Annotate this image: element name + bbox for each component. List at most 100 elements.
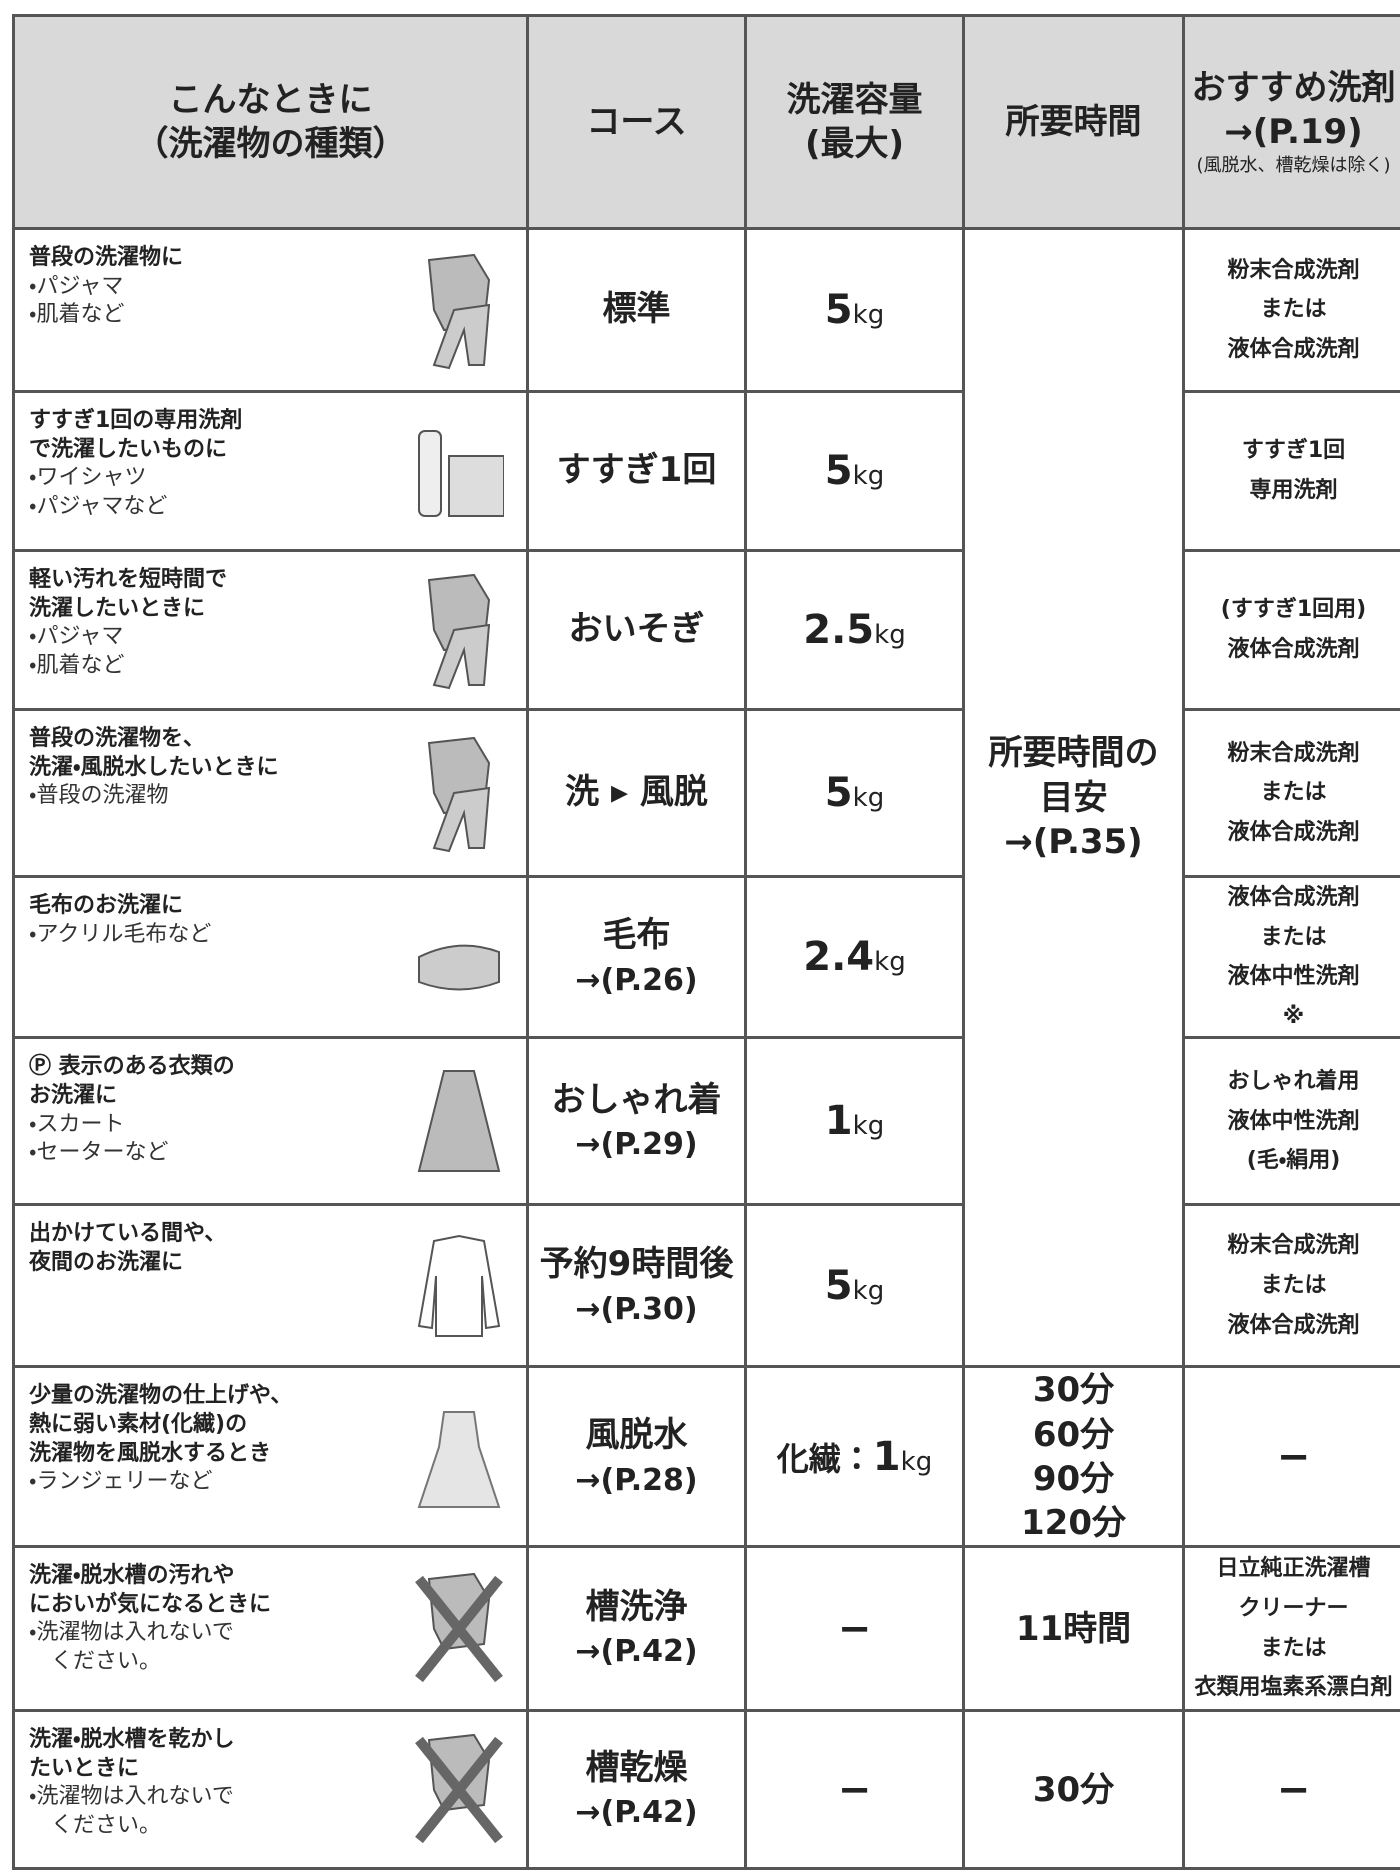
capacity-amount: 5 <box>825 448 853 494</box>
header-cell: 所要時間 <box>964 16 1184 229</box>
header-text: 洗濯容量 (最大) <box>787 80 923 164</box>
situation-cell: 軽い汚れを短時間で洗濯したいときに・パジャマ・肌着など <box>14 551 528 710</box>
capacity-cell: 2.5kg <box>746 551 964 710</box>
capacity-unit: kg <box>901 1447 933 1477</box>
capacity-amount: 1 <box>873 1434 901 1480</box>
time-cell: 所要時間の目安→(P.35) <box>964 229 1184 1367</box>
clothing-icon <box>414 1730 504 1850</box>
table-row: 洗濯・脱水槽の汚れやにおいが気になるときに・洗濯物は入れないで ください。槽洗浄… <box>14 1547 1400 1711</box>
table-row: Ⓟ 表示のある衣類のお洗濯に・スカート・セーターなどおしゃれ着→(P.29)1k… <box>14 1038 1400 1205</box>
detergent-text: または <box>1185 918 1400 958</box>
course-table: こんなときに （洗濯物の種類） コース 洗濯容量 (最大) 所要時間 おすすめ洗剤→(P… <box>12 14 1400 1870</box>
clothing-icon <box>414 1397 504 1517</box>
detergent-text: 日立純正洗濯槽 <box>1185 1549 1400 1589</box>
time-cell: 11時間 <box>964 1547 1184 1711</box>
detergent-text: 粉末合成洗剤 <box>1185 734 1400 774</box>
capacity-prefix: 化繊： <box>777 1440 873 1478</box>
course-text: 毛布 <box>529 912 744 960</box>
course-cell: 槽乾燥→(P.42) <box>528 1711 746 1869</box>
detergent-text: すすぎ1回 <box>1185 431 1400 471</box>
header-cell: おすすめ洗剤→(P.19)(風脱水、槽乾燥は除く) <box>1184 16 1400 229</box>
detergent-text: 液体合成洗剤 <box>1185 330 1400 370</box>
capacity-unit: kg <box>853 461 885 491</box>
table-row: 洗濯・脱水槽を乾かしたいときに・洗濯物は入れないで ください。槽乾燥→(P.42… <box>14 1711 1400 1869</box>
capacity-unit: kg <box>874 947 906 977</box>
time-text: 30分 <box>965 1368 1182 1412</box>
detergent-text: 液体合成洗剤 <box>1185 630 1400 670</box>
detergent-text: 液体合成洗剤 <box>1185 1306 1400 1346</box>
header-cell: 洗濯容量 (最大) <box>746 16 964 229</box>
capacity-amount: 2.4 <box>803 934 874 980</box>
clothing-icon <box>414 570 504 690</box>
course-text: →(P.42) <box>529 1792 744 1834</box>
capacity-cell: − <box>746 1711 964 1869</box>
capacity-amount: 5 <box>825 287 853 333</box>
detergent-text: ※ <box>1185 997 1400 1037</box>
situation-cell: 出かけている間や、夜間のお洗濯に <box>14 1205 528 1367</box>
course-text: すすぎ1回 <box>529 447 744 495</box>
detergent-text: 液体合成洗剤 <box>1185 813 1400 853</box>
time-text: 90分 <box>965 1457 1182 1501</box>
detergent-text: (毛・絹用) <box>1185 1141 1400 1181</box>
course-text: →(P.26) <box>529 960 744 1002</box>
detergent-cell: − <box>1184 1711 1400 1869</box>
detergent-text: (すすぎ1回用) <box>1185 590 1400 630</box>
capacity-cell: 5kg <box>746 710 964 877</box>
course-cell: おいそぎ <box>528 551 746 710</box>
course-text: 槽洗浄 <box>529 1584 744 1632</box>
time-text: 60分 <box>965 1413 1182 1457</box>
course-text: 標準 <box>529 286 744 334</box>
course-text: 予約9時間後 <box>529 1241 744 1289</box>
clothing-icon <box>414 1569 504 1689</box>
time-text: →(P.35) <box>965 820 1182 864</box>
time-text: 120分 <box>965 1501 1182 1545</box>
detergent-text: または <box>1185 1629 1400 1669</box>
capacity-unit: kg <box>874 620 906 650</box>
situation-cell: 少量の洗濯物の仕上げや、熱に弱い素材(化繊)の洗濯物を風脱水するとき・ランジェリ… <box>14 1367 528 1547</box>
detergent-text: 専用洗剤 <box>1185 471 1400 511</box>
capacity-cell: 化繊：1kg <box>746 1367 964 1547</box>
course-cell: おしゃれ着→(P.29) <box>528 1038 746 1205</box>
course-cell: 予約9時間後→(P.30) <box>528 1205 746 1367</box>
header-text: こんなときに （洗濯物の種類） <box>135 80 407 164</box>
detergent-cell: (すすぎ1回用)液体合成洗剤 <box>1184 551 1400 710</box>
time-text: 所要時間の <box>965 731 1182 775</box>
header-cell: コース <box>528 16 746 229</box>
detergent-cell: 粉末合成洗剤または液体合成洗剤 <box>1184 710 1400 877</box>
detergent-text: 粉末合成洗剤 <box>1185 1226 1400 1266</box>
time-text: 11時間 <box>965 1607 1182 1651</box>
detergent-text: − <box>1185 1754 1400 1826</box>
situation-cell: すすぎ1回の専用洗剤で洗濯したいものに・ワイシャツ・パジャマなど <box>14 392 528 551</box>
situation-cell: 洗濯・脱水槽を乾かしたいときに・洗濯物は入れないで ください。 <box>14 1711 528 1869</box>
detergent-text: クリーナー <box>1185 1589 1400 1629</box>
header-cell: こんなときに （洗濯物の種類） <box>14 16 528 229</box>
detergent-cell: 粉末合成洗剤または液体合成洗剤 <box>1184 1205 1400 1367</box>
detergent-cell: すすぎ1回専用洗剤 <box>1184 392 1400 551</box>
situation-cell: 普段の洗濯物を、洗濯・風脱水したいときに・普段の洗濯物 <box>14 710 528 877</box>
course-text: →(P.29) <box>529 1124 744 1166</box>
capacity-cell: 1kg <box>746 1038 964 1205</box>
course-cell: 洗 ▸ 風脱 <box>528 710 746 877</box>
course-text: →(P.30) <box>529 1289 744 1331</box>
time-text: 目安 <box>965 776 1182 820</box>
course-cell: 槽洗浄→(P.42) <box>528 1547 746 1711</box>
detergent-cell: 粉末合成洗剤または液体合成洗剤 <box>1184 229 1400 392</box>
capacity-text: − <box>838 1606 872 1652</box>
capacity-amount: 5 <box>825 1263 853 1309</box>
capacity-amount: 5 <box>825 770 853 816</box>
header-text: 所要時間 <box>1006 102 1142 142</box>
course-text: 風脱水 <box>529 1412 744 1460</box>
detergent-text: 液体合成洗剤 <box>1185 878 1400 918</box>
course-cell: 標準 <box>528 229 746 392</box>
course-cell: 毛布→(P.26) <box>528 877 746 1038</box>
table-body: こんなときに （洗濯物の種類） コース 洗濯容量 (最大) 所要時間 おすすめ洗剤→(P… <box>14 16 1400 1869</box>
course-text: →(P.42) <box>529 1631 744 1673</box>
course-cell: 風脱水→(P.28) <box>528 1367 746 1547</box>
header-text: コース <box>586 102 686 142</box>
capacity-cell: 5kg <box>746 229 964 392</box>
